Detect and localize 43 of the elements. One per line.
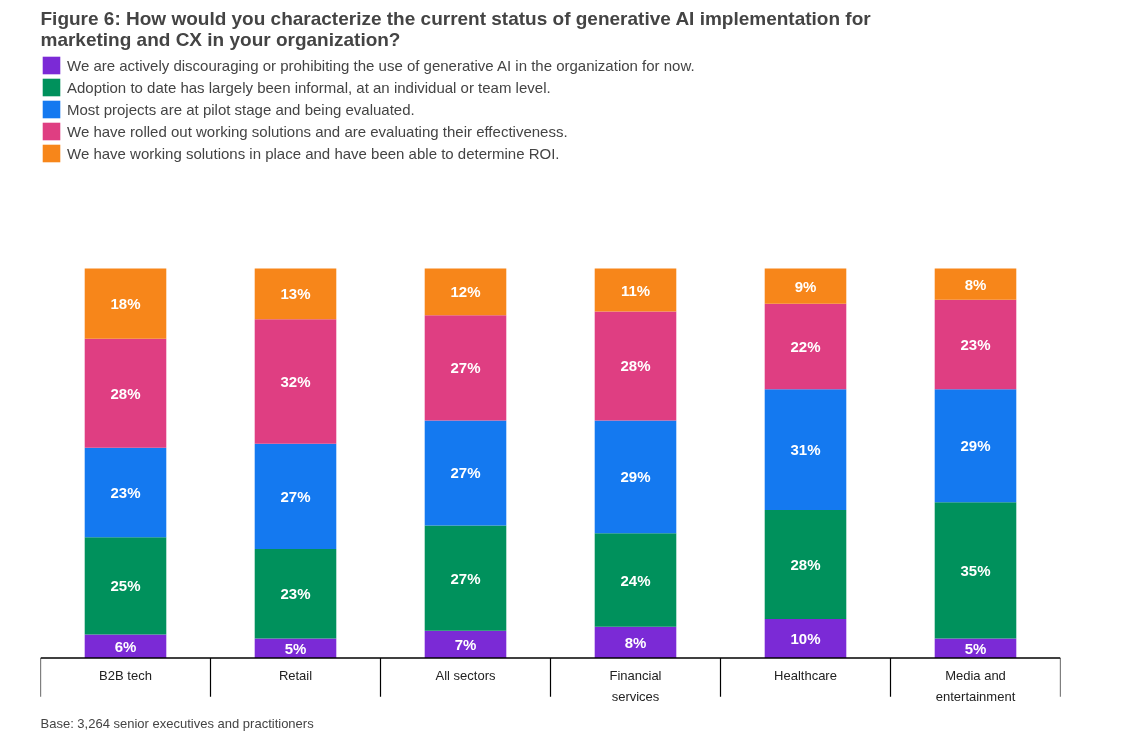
- data-label: 18%: [110, 295, 141, 313]
- data-label: 22%: [790, 337, 821, 355]
- data-label: 8%: [624, 633, 647, 651]
- data-label: 25%: [110, 577, 141, 595]
- x-tick-label: All sectors: [435, 667, 496, 683]
- data-label: 23%: [280, 585, 311, 603]
- data-label: 29%: [960, 437, 991, 455]
- data-label: 5%: [284, 639, 307, 657]
- x-tick-label: Healthcare: [774, 667, 837, 683]
- data-label: 6%: [114, 637, 137, 655]
- x-tick-label: Media and entertainment: [935, 667, 1016, 705]
- legend-label: We are actively discouraging or prohibiting the use of generative AI in the organization for now.: [67, 55, 695, 76]
- data-label: 32%: [280, 373, 311, 390]
- data-label: 29%: [620, 468, 651, 486]
- legend-label: Adoption to date has largely been informal, at an individual or team level.: [67, 77, 551, 98]
- x-tick-label: Retail: [278, 667, 313, 683]
- x-tick-label: Financial services: [609, 667, 662, 705]
- data-label: 8%: [964, 275, 987, 293]
- data-label: 5%: [964, 639, 987, 657]
- data-label: 23%: [960, 336, 991, 354]
- data-label: 11%: [620, 281, 651, 299]
- data-label: 24%: [620, 571, 651, 589]
- legend-label: Most projects are at pilot stage and being evaluated.: [67, 99, 415, 120]
- data-label: 35%: [960, 561, 991, 579]
- legend-label: We have working solutions in place and have been able to determine ROI.: [67, 143, 560, 164]
- legend-label: We have rolled out working solutions and are evaluating their effectiveness.: [67, 121, 568, 142]
- data-label: 7%: [454, 635, 477, 653]
- data-label: 27%: [280, 487, 311, 505]
- text: Base: 3,264 senior executives and practitioners: [40, 715, 315, 731]
- data-label: 28%: [620, 357, 651, 375]
- x-tick-label: B2B tech: [99, 667, 152, 683]
- data-label: 27%: [450, 359, 481, 377]
- data-label: 12%: [450, 283, 481, 301]
- data-label: 23%: [110, 483, 141, 501]
- data-label: 28%: [790, 555, 821, 573]
- data-label: 31%: [790, 441, 821, 459]
- data-label: 9%: [794, 277, 817, 295]
- chart-title: Figure 6: How would you characterize the current status of generative AI implementation for marketing and CX in your organization?: [40, 7, 872, 50]
- data-label: 10%: [790, 629, 821, 647]
- data-label: 28%: [110, 384, 141, 402]
- data-label: 27%: [450, 464, 481, 482]
- data-label: 27%: [450, 569, 481, 587]
- data-label: 13%: [280, 285, 311, 303]
